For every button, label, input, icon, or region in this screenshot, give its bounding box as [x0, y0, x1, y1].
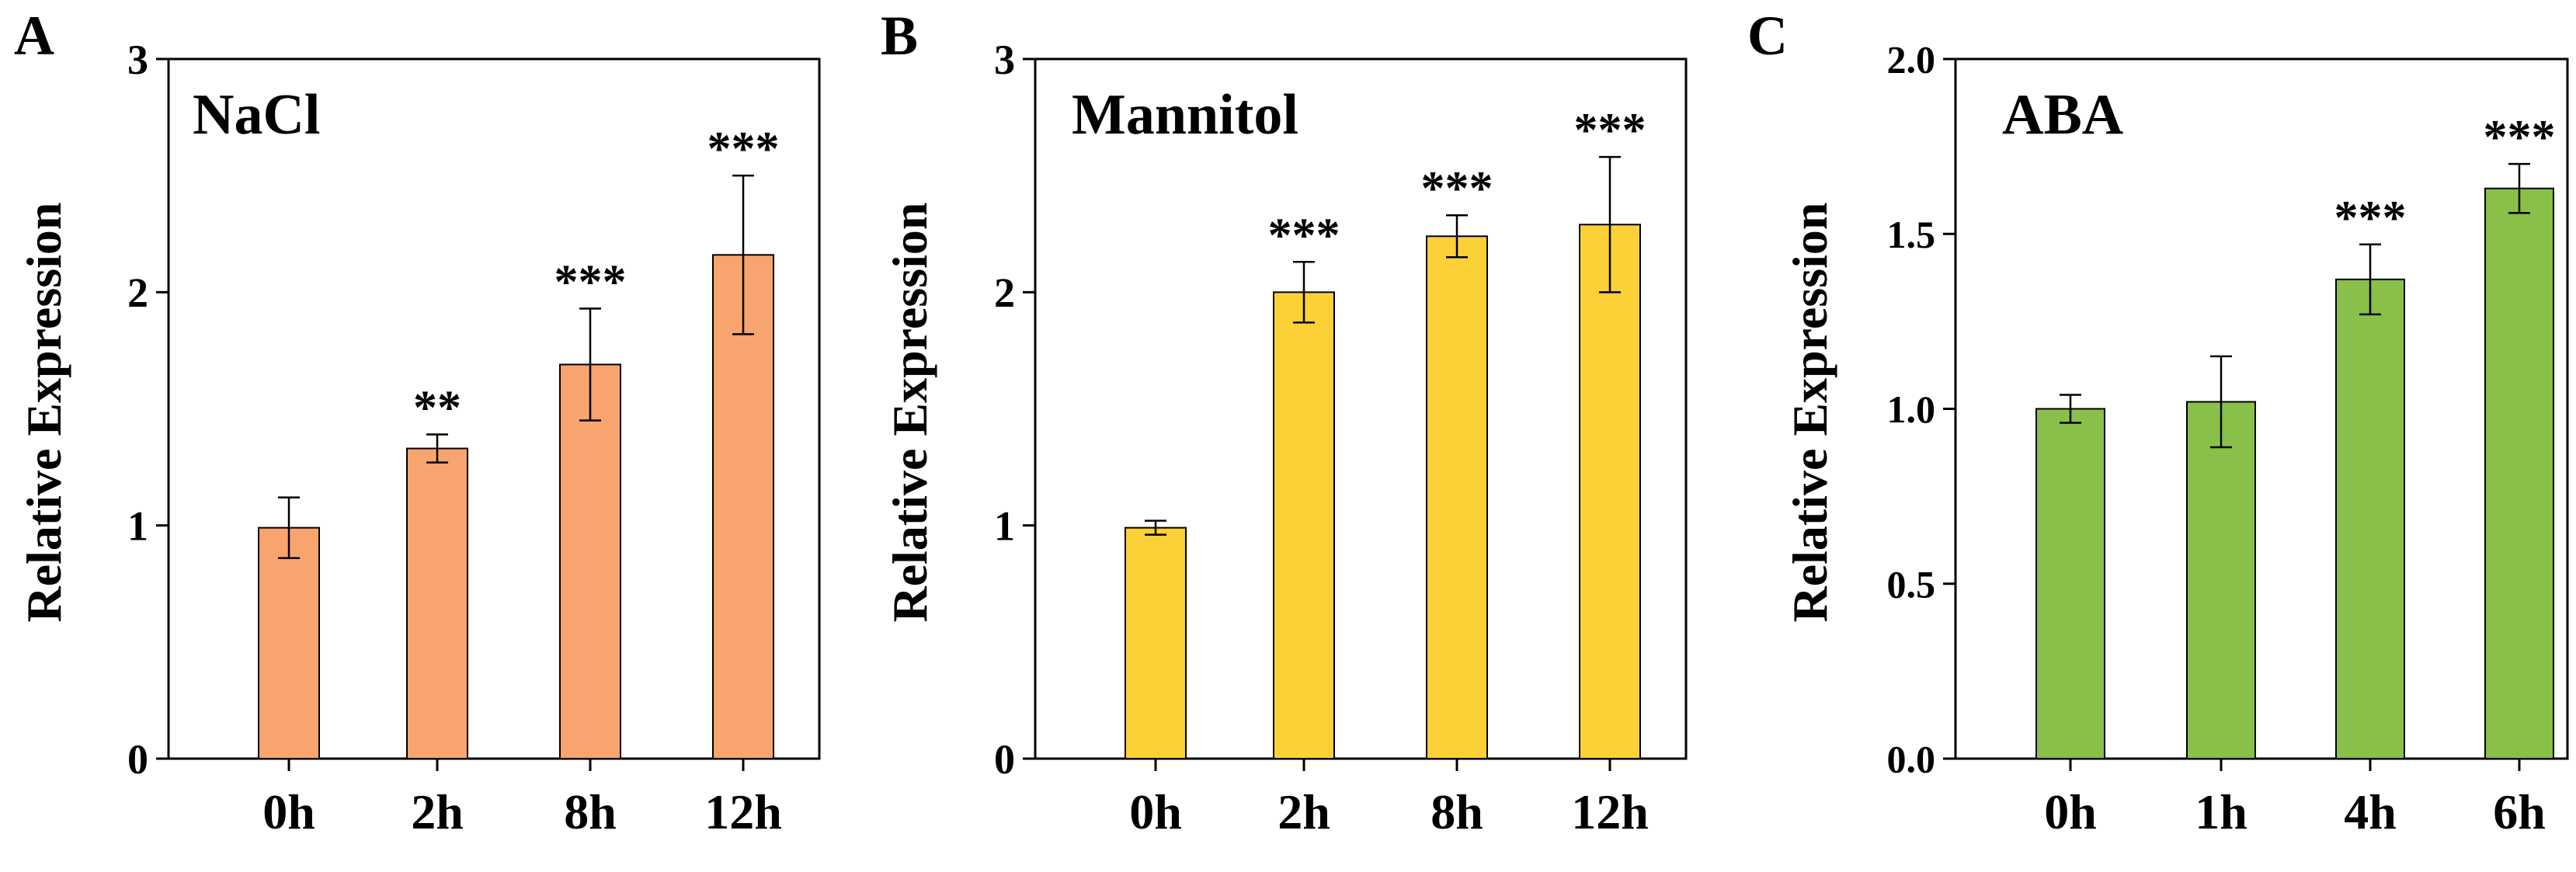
bar [2186, 401, 2256, 759]
x-tick-label: 8h [1431, 784, 1483, 839]
bar [2335, 278, 2405, 759]
chart-marks: 0.0 0.5 1.0 1.5 2.0 0h 1h *** 4h *** 6h [1887, 38, 2556, 840]
chart-marks: 0 1 2 3 0h *** 2h *** 8h *** 12h [994, 36, 1649, 839]
y-axis-label: Relative Expression [882, 202, 937, 622]
significance-label: *** [1421, 162, 1493, 215]
x-tick-label: 2h [1278, 784, 1330, 839]
y-tick-label: 2 [127, 269, 148, 316]
panel-c: C Relative Expression ABA 0.0 0.5 1.0 1.5 2.… [1747, 5, 2569, 840]
x-tick-label: 2h [411, 784, 464, 839]
panel-b: B Relative Expression Mannitol 0 1 2 3 0h ***… [881, 5, 1688, 839]
panel-label: A [14, 5, 54, 67]
bar [1125, 526, 1187, 759]
chart-marks: 0 1 2 3 0h ** 2h *** 8h *** 12h [127, 36, 782, 839]
bar [1273, 291, 1335, 760]
x-tick-label: 0h [262, 784, 315, 839]
x-tick-label: 12h [1571, 784, 1649, 839]
y-tick-label: 1.5 [1887, 213, 1936, 256]
x-tick-label: 12h [704, 784, 782, 839]
panel-label: C [1747, 5, 1788, 67]
bar [258, 526, 320, 759]
bar [1426, 235, 1488, 759]
y-tick-label: 1.0 [1887, 387, 1936, 431]
y-tick-label: 0.0 [1887, 738, 1936, 781]
y-tick-label: 2 [994, 269, 1015, 316]
significance-label: *** [1574, 104, 1646, 157]
y-tick-label: 3 [127, 36, 148, 83]
y-tick-label: 1 [127, 503, 148, 550]
y-tick-label: 0.5 [1887, 562, 1936, 606]
x-tick-label: 6h [2493, 784, 2546, 839]
bar [2484, 187, 2554, 759]
chart-title: NaCl [193, 83, 320, 147]
significance-label: *** [2484, 111, 2556, 164]
x-tick-label: 0h [1129, 784, 1182, 839]
y-tick-label: 0 [994, 736, 1015, 783]
x-tick-label: 1h [2195, 784, 2247, 839]
panel-a: A Relative Expression NaCl 0 1 2 3 0h ** 2h ***… [14, 5, 821, 839]
y-axis-label: Relative Expression [1782, 202, 1837, 622]
significance-label: *** [1268, 209, 1340, 262]
significance-label: *** [2334, 192, 2407, 245]
panel-label: B [881, 5, 918, 67]
significance-label: *** [707, 123, 780, 175]
bar [559, 363, 621, 759]
y-tick-label: 3 [994, 36, 1015, 83]
x-tick-label: 0h [2044, 784, 2097, 839]
y-tick-label: 0 [127, 736, 148, 783]
plot-frame [167, 57, 821, 760]
y-tick-label: 2.0 [1887, 38, 1936, 82]
bar [2035, 408, 2105, 759]
y-axis-label: Relative Expression [16, 202, 71, 622]
y-tick-label: 1 [994, 503, 1015, 550]
x-tick-label: 4h [2344, 784, 2397, 839]
plot-frame [1034, 57, 1688, 760]
chart-title: Mannitol [1072, 83, 1298, 147]
chart-title: ABA [2002, 83, 2123, 147]
significance-label: *** [554, 255, 627, 308]
significance-label: ** [413, 382, 461, 435]
bar [1579, 224, 1641, 759]
x-tick-label: 8h [564, 784, 617, 839]
bar [406, 447, 468, 759]
